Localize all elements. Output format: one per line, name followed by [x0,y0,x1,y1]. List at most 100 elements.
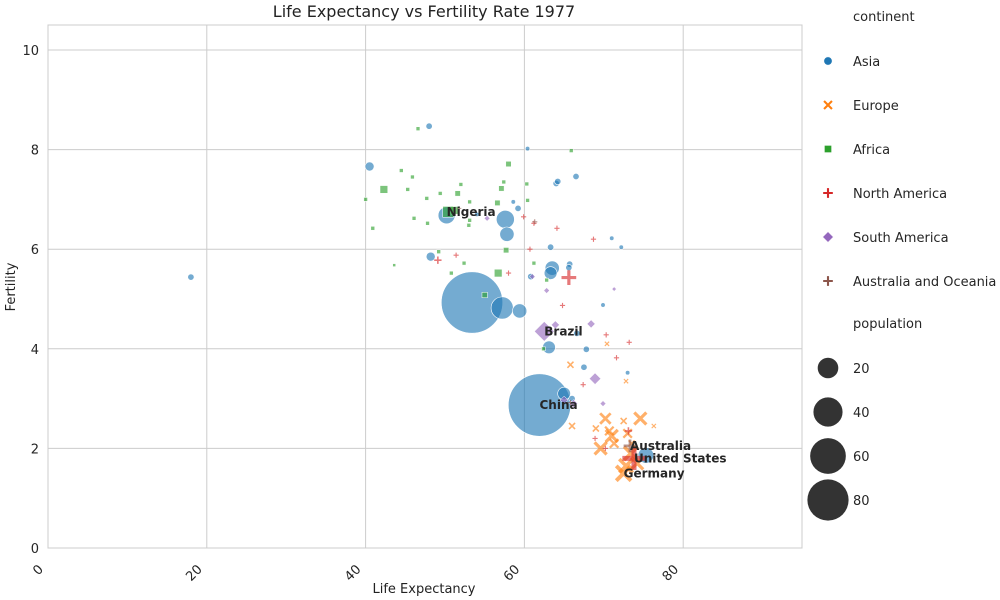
legend-marker-asia [823,56,833,66]
point-asia [573,329,581,337]
point-africa [399,168,404,173]
legend-size-marker [807,479,849,521]
legend-label-north-america: North America [853,187,947,202]
point-africa [410,174,415,180]
y-tick-label: 2 [31,442,39,457]
point-europe [609,438,620,449]
point-asia [582,345,590,353]
x-tick-label: 40 [342,562,364,584]
point-south-america [586,319,596,329]
point-asia [425,251,436,262]
legend-marker-north-america [823,188,833,198]
annotation-label: China [539,398,577,412]
point-africa [481,292,488,298]
point-asia [187,273,195,281]
point-europe [568,422,576,430]
legend-marker-australia-and-oceania [823,276,833,286]
data-points [187,122,657,483]
point-europe [620,417,628,425]
point-north-america [527,246,533,252]
point-asia [580,363,588,371]
x-tick-label: 20 [183,562,205,584]
point-asia [525,146,531,152]
annotation-label: Germany [624,466,685,480]
point-south-america [543,287,550,294]
point-south-america [599,400,607,407]
legend-label-europe: Europe [853,99,899,114]
point-north-america [603,332,609,338]
annotation-label: Australia [630,439,691,453]
point-south-america [559,395,569,405]
point-africa [498,185,505,192]
legend-label-africa: Africa [853,143,890,158]
legend-marker-europe [823,100,833,110]
point-africa [436,249,441,254]
point-africa [524,181,529,187]
point-australia-and-oceania [457,206,462,211]
point-north-america [505,270,512,276]
point-europe [592,424,600,433]
y-tick-label: 6 [31,243,39,258]
legend: continent Asia Europe Africa North America So… [807,10,996,521]
grid-lines [47,25,802,549]
point-north-america [434,256,442,264]
legend-size-marker [817,357,839,379]
point-africa [494,269,503,278]
legend-label-south-america: South America [853,231,949,246]
point-africa [405,187,410,192]
legend-size-label: 80 [853,494,870,509]
point-africa [415,126,421,131]
point-asia [572,172,580,180]
point-north-america [580,382,586,388]
point-asia [543,266,558,280]
axis-ticks: 0 20 40 60 80 0 2 4 6 8 10 [22,44,682,585]
y-tick-label: 10 [22,44,39,59]
point-asia [609,235,615,241]
legend-title-continent: continent [853,10,915,25]
point-africa [370,226,375,231]
plot-area-frame [47,24,803,549]
point-asia [554,177,562,185]
point-asia [514,204,522,212]
point-australia-and-oceania [532,219,538,225]
point-asia [495,209,515,229]
point-africa [379,185,388,194]
point-asia [600,302,606,308]
point-africa [466,223,471,228]
point-north-america [592,435,598,442]
point-europe [651,423,657,429]
point-asia [364,161,375,172]
point-south-america [483,215,491,222]
point-africa [494,199,501,206]
point-asia [425,122,433,130]
point-north-america [590,236,597,242]
point-africa [424,196,429,201]
legend-size-label: 20 [853,362,870,377]
point-asia [490,296,514,320]
x-axis-label: Life Expectancy [372,582,475,597]
point-north-america [561,270,577,285]
point-north-america [602,445,608,452]
legend-title-population: population [853,317,922,332]
chart-title: Life Expectancy vs Fertility Rate 1977 [273,2,575,21]
point-africa [525,198,530,203]
point-europe [623,378,629,384]
legend-marker-africa [824,145,832,153]
point-africa [467,199,472,205]
point-africa [544,277,549,283]
point-africa [363,197,368,202]
point-africa [467,218,472,223]
point-africa [501,179,506,185]
y-tick-label: 0 [31,542,39,557]
point-africa [505,161,512,168]
point-asia [618,244,624,250]
point-africa [503,247,510,254]
point-africa [425,221,430,226]
point-africa [392,263,396,267]
point-africa [569,148,574,153]
point-north-america [624,427,633,435]
point-africa [442,206,454,218]
y-tick-label: 8 [31,144,39,159]
